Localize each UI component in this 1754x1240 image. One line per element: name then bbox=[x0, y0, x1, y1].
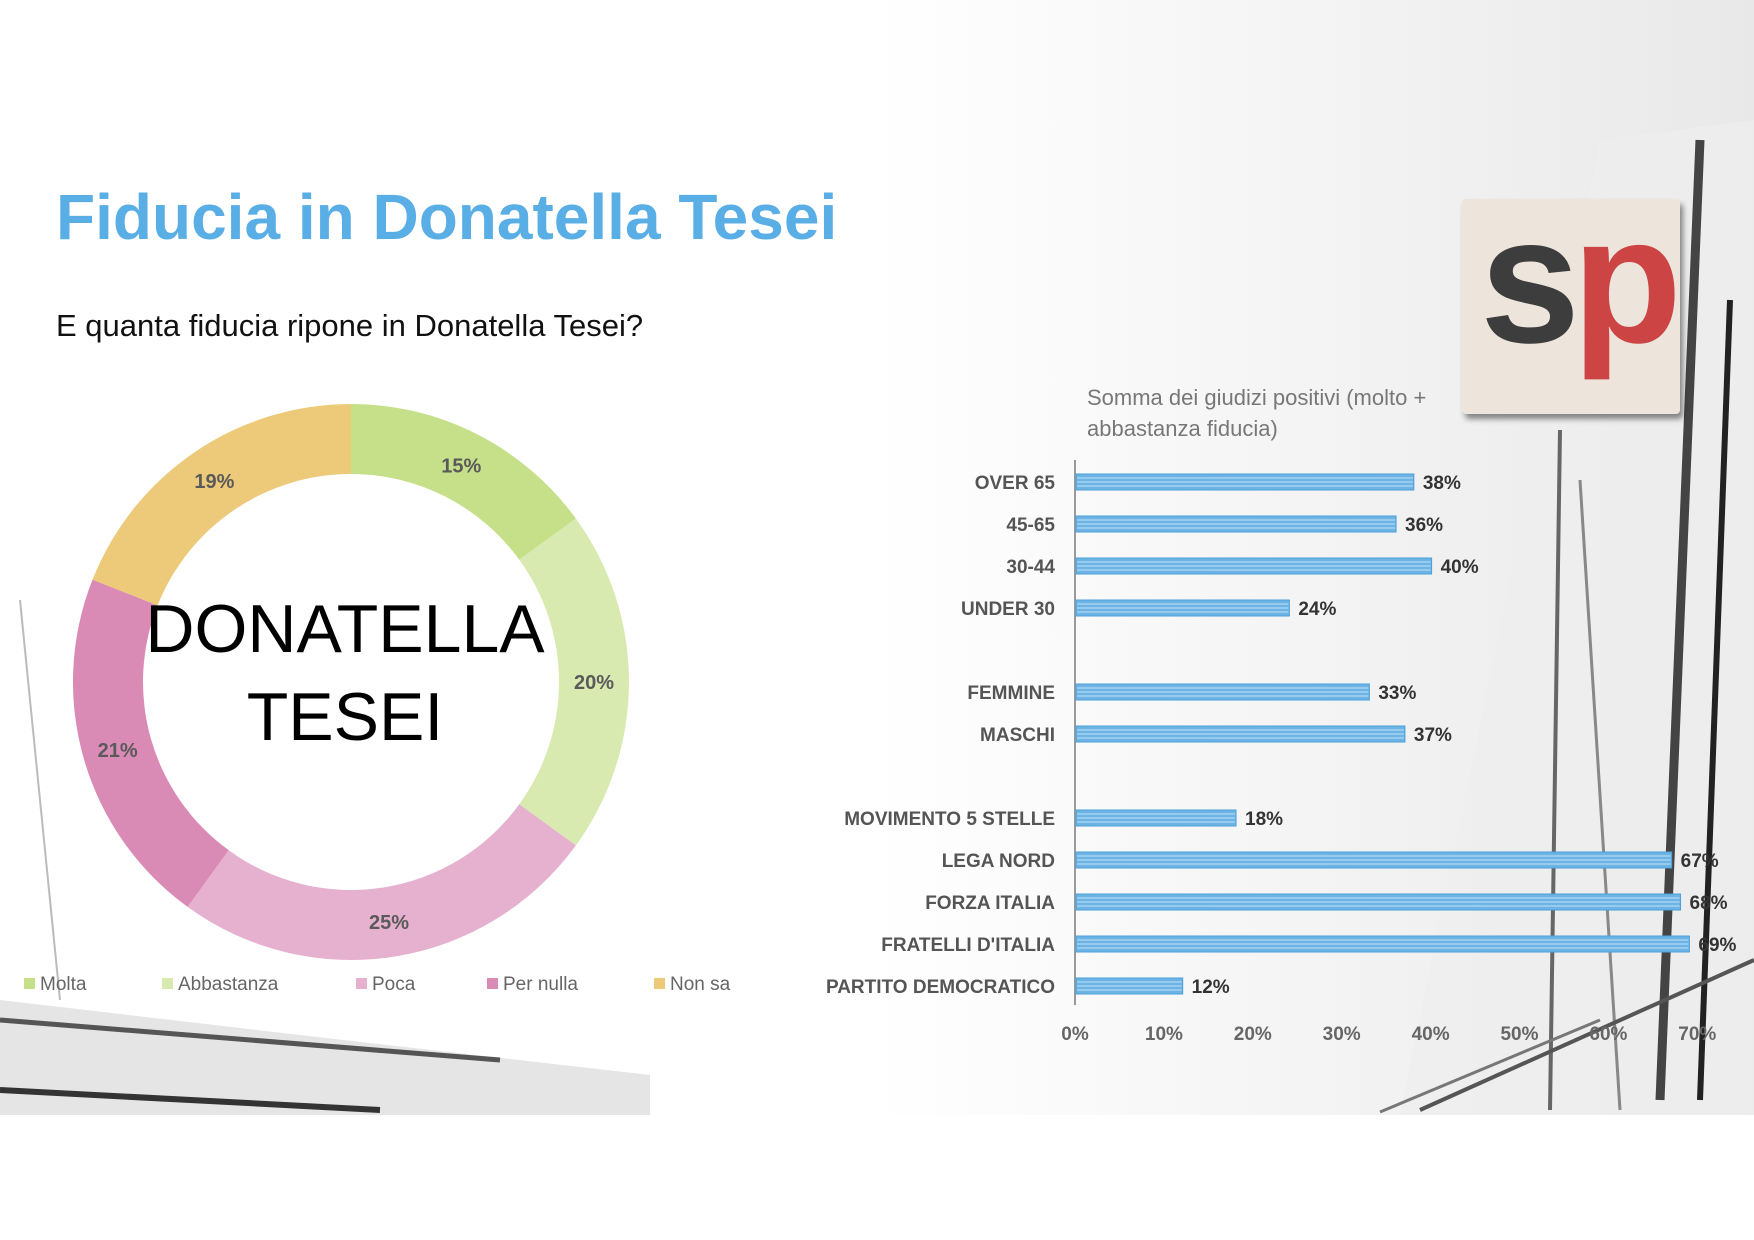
x-tick-label: 30% bbox=[1323, 1024, 1361, 1045]
legend-label: Abbastanza bbox=[178, 974, 279, 995]
legend-swatch bbox=[654, 978, 665, 989]
donut-data-label: 19% bbox=[194, 471, 234, 493]
bar-category-label: 45-65 bbox=[1006, 515, 1055, 536]
bar-category-label: UNDER 30 bbox=[961, 599, 1055, 620]
legend-label: Per nulla bbox=[503, 974, 578, 995]
legend-label: Non sa bbox=[670, 974, 731, 995]
legend-item: Poca bbox=[356, 974, 415, 996]
donut-slice-1 bbox=[519, 518, 629, 846]
legend-item: Non sa bbox=[654, 974, 730, 996]
x-tick-label: 40% bbox=[1412, 1024, 1450, 1045]
page-title: Fiducia in Donatella Tesei bbox=[56, 181, 838, 253]
logo-letter-p: p bbox=[1572, 180, 1682, 381]
donut-slice-3 bbox=[73, 579, 229, 907]
bar-category-label: 30-44 bbox=[1006, 557, 1055, 578]
x-tick-label: 0% bbox=[1061, 1024, 1089, 1045]
legend-item: Per nulla bbox=[487, 974, 578, 996]
legend-swatch bbox=[24, 978, 35, 989]
donut-center-line-1: DONATELLA bbox=[145, 591, 545, 667]
bar-category-label: OVER 65 bbox=[975, 473, 1056, 494]
bar-category-label: MOVIMENTO 5 STELLE bbox=[844, 809, 1055, 830]
donut-data-label: 20% bbox=[574, 672, 614, 694]
donut-data-label: 15% bbox=[441, 455, 481, 477]
legend-label: Poca bbox=[372, 974, 416, 995]
bar-data-label: 37% bbox=[1414, 725, 1452, 746]
x-tick-label: 60% bbox=[1589, 1024, 1627, 1045]
logo-letter-s: s bbox=[1480, 180, 1581, 381]
x-tick-label: 20% bbox=[1234, 1024, 1272, 1045]
page-subtitle: E quanta fiducia ripone in Donatella Tes… bbox=[56, 308, 644, 343]
legend-label: Molta bbox=[40, 974, 87, 995]
bar-category-label: FRATELLI D'ITALIA bbox=[881, 935, 1055, 956]
bar-data-label: 38% bbox=[1423, 473, 1461, 494]
donut-slice-2 bbox=[187, 804, 576, 961]
donut-center-line-2: TESEI bbox=[246, 679, 444, 755]
legend-swatch bbox=[356, 978, 367, 989]
donut-slice-4 bbox=[92, 404, 351, 606]
donut-data-label: 25% bbox=[369, 912, 409, 934]
x-tick-label: 70% bbox=[1678, 1024, 1716, 1045]
bar-data-label: 40% bbox=[1441, 557, 1479, 578]
bar-chart-title: Somma dei giudizi positivi (molto + abba… bbox=[1087, 385, 1427, 441]
bar-category-label: FORZA ITALIA bbox=[925, 893, 1055, 914]
bar-data-label: 24% bbox=[1298, 599, 1336, 620]
bar-data-label: 67% bbox=[1681, 851, 1719, 872]
bar-category-label: PARTITO DEMOCRATICO bbox=[826, 977, 1055, 998]
legend-swatch bbox=[162, 978, 173, 989]
bar-data-label: 36% bbox=[1405, 515, 1443, 536]
bar-category-label: MASCHI bbox=[980, 725, 1055, 746]
donut-slice-0 bbox=[351, 404, 576, 560]
bar-data-label: 69% bbox=[1698, 935, 1736, 956]
bar-data-label: 12% bbox=[1192, 977, 1230, 998]
bar-data-label: 33% bbox=[1378, 683, 1416, 704]
bar-data-label: 18% bbox=[1245, 809, 1283, 830]
legend-swatch bbox=[487, 978, 498, 989]
legend-item: Abbastanza bbox=[162, 974, 278, 996]
donut-data-label: 21% bbox=[98, 740, 138, 762]
legend-item: Molta bbox=[24, 974, 86, 996]
bar-category-label: LEGA NORD bbox=[942, 851, 1055, 872]
bar-category-label: FEMMINE bbox=[967, 683, 1055, 704]
x-tick-label: 10% bbox=[1145, 1024, 1183, 1045]
bar-data-label: 68% bbox=[1690, 893, 1728, 914]
x-tick-label: 50% bbox=[1500, 1024, 1538, 1045]
logo: s p bbox=[1462, 180, 1682, 414]
